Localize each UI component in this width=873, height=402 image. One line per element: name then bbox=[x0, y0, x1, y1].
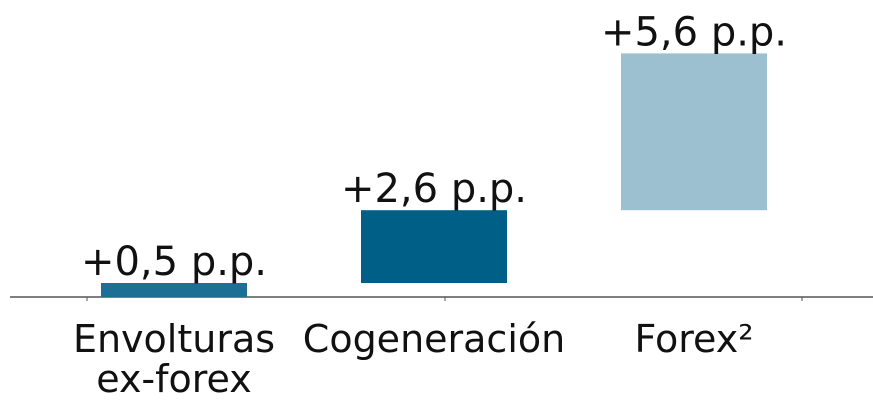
value-label: +0,5 p.p. bbox=[81, 239, 267, 285]
bar bbox=[621, 53, 767, 211]
bar bbox=[361, 210, 507, 283]
category-label: Forex² bbox=[635, 317, 754, 361]
category-label: Cogeneración bbox=[303, 317, 565, 361]
value-label: +5,6 p.p. bbox=[601, 9, 787, 55]
category-label: Envolturas ex-forex bbox=[73, 317, 275, 401]
bar bbox=[101, 283, 247, 297]
value-label: +2,6 p.p. bbox=[341, 166, 527, 212]
